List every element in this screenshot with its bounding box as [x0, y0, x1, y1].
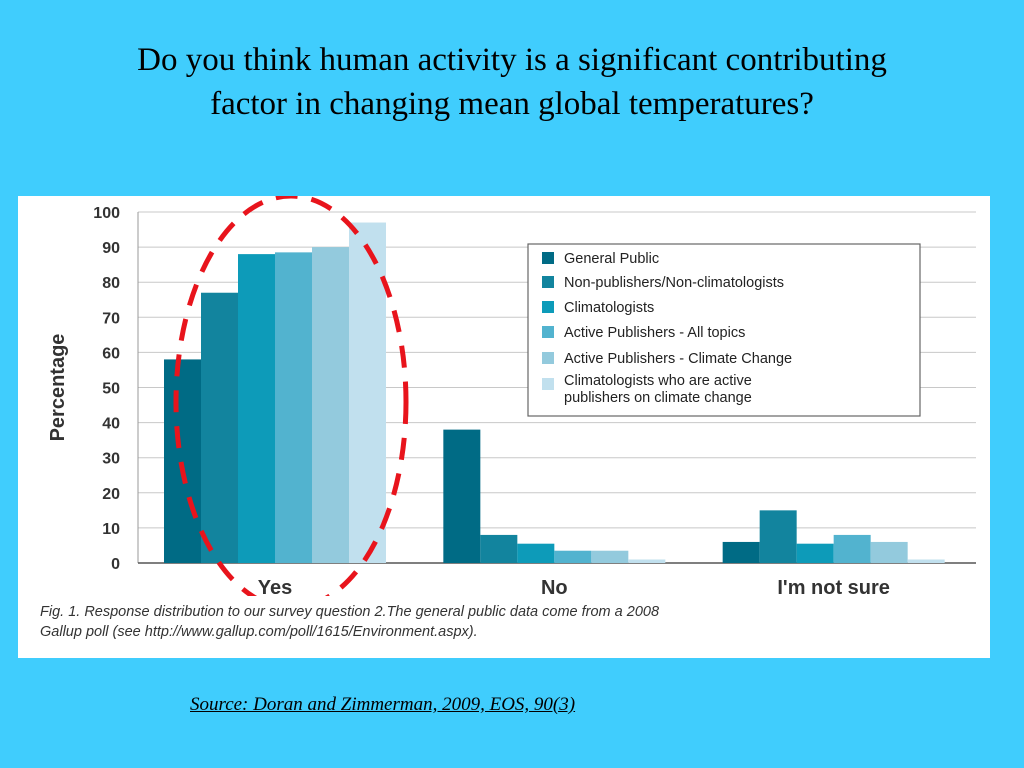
- slide-title: Do you think human activity is a signifi…: [137, 42, 887, 122]
- bar-0-2: [238, 254, 275, 563]
- legend-label-4: Active Publishers - Climate Change: [564, 351, 792, 367]
- legend-swatch-5: [542, 378, 554, 390]
- y-tick-label: 90: [102, 240, 120, 257]
- y-tick-label: 50: [102, 381, 120, 398]
- highlight-ellipse: [173, 196, 409, 596]
- legend-swatch-0: [542, 252, 554, 264]
- y-tick-label: 0: [111, 556, 120, 573]
- figure-caption: Fig. 1. Response distribution to our sur…: [40, 602, 980, 642]
- x-category-label: No: [541, 577, 568, 596]
- bar-2-3: [833, 534, 871, 563]
- y-tick-label: 80: [102, 275, 120, 292]
- bar-1-0: [443, 429, 481, 563]
- bar-2-0: [722, 541, 760, 563]
- source-citation[interactable]: Source: Doran and Zimmerman, 2009, EOS, …: [190, 694, 576, 715]
- y-tick-label: 40: [102, 416, 120, 433]
- bar-0-1: [201, 292, 238, 563]
- y-tick-label: 10: [102, 521, 120, 538]
- legend-label-5: Climatologists who are active publishers …: [564, 373, 752, 406]
- y-tick-label: 70: [102, 310, 120, 327]
- x-category-label: I'm not sure: [777, 577, 890, 596]
- y-tick-label: 60: [102, 345, 120, 362]
- legend-label-2: Climatologists: [564, 300, 654, 316]
- caption-line-1: Fig. 1. Response distribution to our sur…: [40, 604, 660, 620]
- figure-panel: 0 10 20 30 40 50 60 70 80 90 100 Percentage Yes No I'm…: [18, 196, 990, 658]
- bar-0-4: [312, 247, 349, 563]
- y-tick-label: 20: [102, 486, 120, 503]
- legend-swatch-1: [542, 276, 554, 288]
- legend-label-1: Non-publishers/Non-climatologists: [564, 275, 784, 291]
- legend-label-0: General Public: [564, 251, 659, 267]
- y-tick-label: 30: [102, 451, 120, 468]
- bar-0-3: [275, 252, 312, 564]
- bar-1-2: [517, 543, 555, 563]
- bar-0-5: [349, 222, 386, 563]
- bar-1-5: [628, 559, 666, 563]
- y-tick-label: 100: [93, 205, 120, 222]
- response-bar-chart: 0 10 20 30 40 50 60 70 80 90 100 Percentage Yes No I'm…: [47, 196, 976, 596]
- legend-swatch-4: [542, 352, 554, 364]
- legend-label-3: Active Publishers - All topics: [564, 325, 745, 341]
- bar-2-5: [907, 559, 945, 563]
- x-category-label: Yes: [258, 577, 292, 596]
- caption-line-2: Gallup poll (see http://www.gallup.com/p…: [40, 624, 478, 640]
- bar-2-2: [796, 543, 834, 563]
- bar-0-0: [164, 359, 201, 563]
- bar-1-4: [591, 550, 629, 563]
- bar-1-1: [480, 534, 518, 563]
- y-axis-label: Percentage: [47, 334, 69, 442]
- legend-box: [527, 243, 921, 417]
- bar-2-1: [759, 510, 797, 563]
- legend-swatch-3: [542, 326, 554, 338]
- bar-1-3: [554, 550, 592, 563]
- bar-2-4: [870, 541, 908, 563]
- legend-swatch-2: [542, 301, 554, 313]
